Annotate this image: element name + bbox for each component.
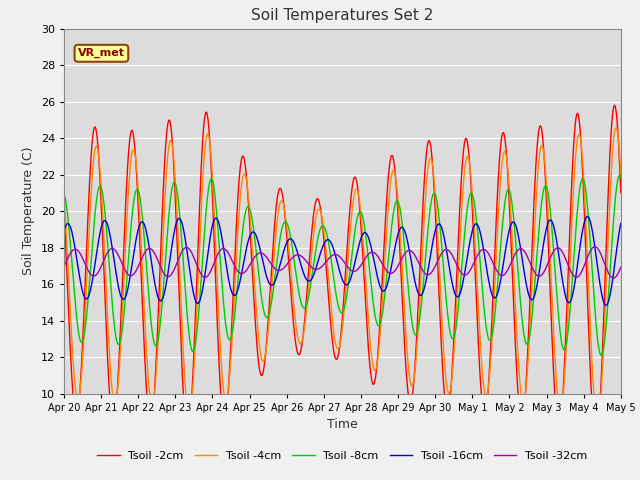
Line: Tsoil -8cm: Tsoil -8cm <box>64 175 621 355</box>
Tsoil -32cm <box>60 264 68 269</box>
Tsoil -2cm <box>617 190 625 195</box>
Tsoil -32cm <box>410 251 418 257</box>
Tsoil -16cm <box>127 266 135 272</box>
Tsoil -16cm <box>214 216 221 222</box>
Tsoil -2cm <box>426 141 434 147</box>
Tsoil -2cm <box>184 432 192 437</box>
Tsoil -8cm <box>598 352 605 358</box>
Tsoil -2cm <box>611 102 618 108</box>
Tsoil -16cm <box>410 274 418 280</box>
Tsoil -32cm <box>70 247 78 252</box>
Tsoil -4cm <box>60 191 68 197</box>
Tsoil -4cm <box>410 376 418 382</box>
Tsoil -8cm <box>60 192 68 197</box>
Tsoil -4cm <box>127 154 135 160</box>
Tsoil -2cm <box>60 206 68 212</box>
Tsoil -4cm <box>184 408 192 413</box>
Tsoil -4cm <box>594 417 602 422</box>
X-axis label: Time: Time <box>327 418 358 431</box>
Tsoil -2cm <box>592 439 600 444</box>
Text: VR_met: VR_met <box>78 48 125 59</box>
Tsoil -8cm <box>426 205 434 211</box>
Tsoil -32cm <box>127 273 135 278</box>
Tsoil -2cm <box>410 377 418 383</box>
Tsoil -4cm <box>426 155 434 161</box>
Tsoil -32cm <box>609 275 617 281</box>
Tsoil -16cm <box>617 221 625 227</box>
Tsoil -16cm <box>584 214 591 219</box>
Tsoil -8cm <box>617 173 625 179</box>
Legend: Tsoil -2cm, Tsoil -4cm, Tsoil -8cm, Tsoil -16cm, Tsoil -32cm: Tsoil -2cm, Tsoil -4cm, Tsoil -8cm, Tsoi… <box>93 446 592 466</box>
Tsoil -8cm <box>214 218 221 224</box>
Line: Tsoil -32cm: Tsoil -32cm <box>64 247 621 278</box>
Tsoil -8cm <box>184 321 192 326</box>
Tsoil -8cm <box>616 172 624 178</box>
Tsoil -8cm <box>410 330 418 336</box>
Tsoil -8cm <box>70 287 78 292</box>
Tsoil -16cm <box>60 228 68 234</box>
Line: Tsoil -2cm: Tsoil -2cm <box>64 105 621 442</box>
Tsoil -16cm <box>602 302 610 308</box>
Tsoil -8cm <box>127 219 135 225</box>
Tsoil -4cm <box>70 371 78 377</box>
Tsoil -16cm <box>70 240 78 246</box>
Tsoil -32cm <box>426 271 434 276</box>
Y-axis label: Soil Temperature (C): Soil Temperature (C) <box>22 147 35 276</box>
Tsoil -4cm <box>617 171 625 177</box>
Tsoil -32cm <box>591 244 598 250</box>
Line: Tsoil -4cm: Tsoil -4cm <box>64 128 621 420</box>
Tsoil -2cm <box>127 128 135 133</box>
Tsoil -4cm <box>612 125 620 131</box>
Line: Tsoil -16cm: Tsoil -16cm <box>64 216 621 305</box>
Title: Soil Temperatures Set 2: Soil Temperatures Set 2 <box>252 9 433 24</box>
Tsoil -32cm <box>184 245 192 251</box>
Tsoil -32cm <box>617 264 625 270</box>
Tsoil -32cm <box>214 252 221 258</box>
Tsoil -2cm <box>70 403 78 409</box>
Tsoil -2cm <box>214 322 221 327</box>
Tsoil -16cm <box>184 254 192 260</box>
Tsoil -4cm <box>214 281 221 287</box>
Tsoil -16cm <box>426 253 434 259</box>
